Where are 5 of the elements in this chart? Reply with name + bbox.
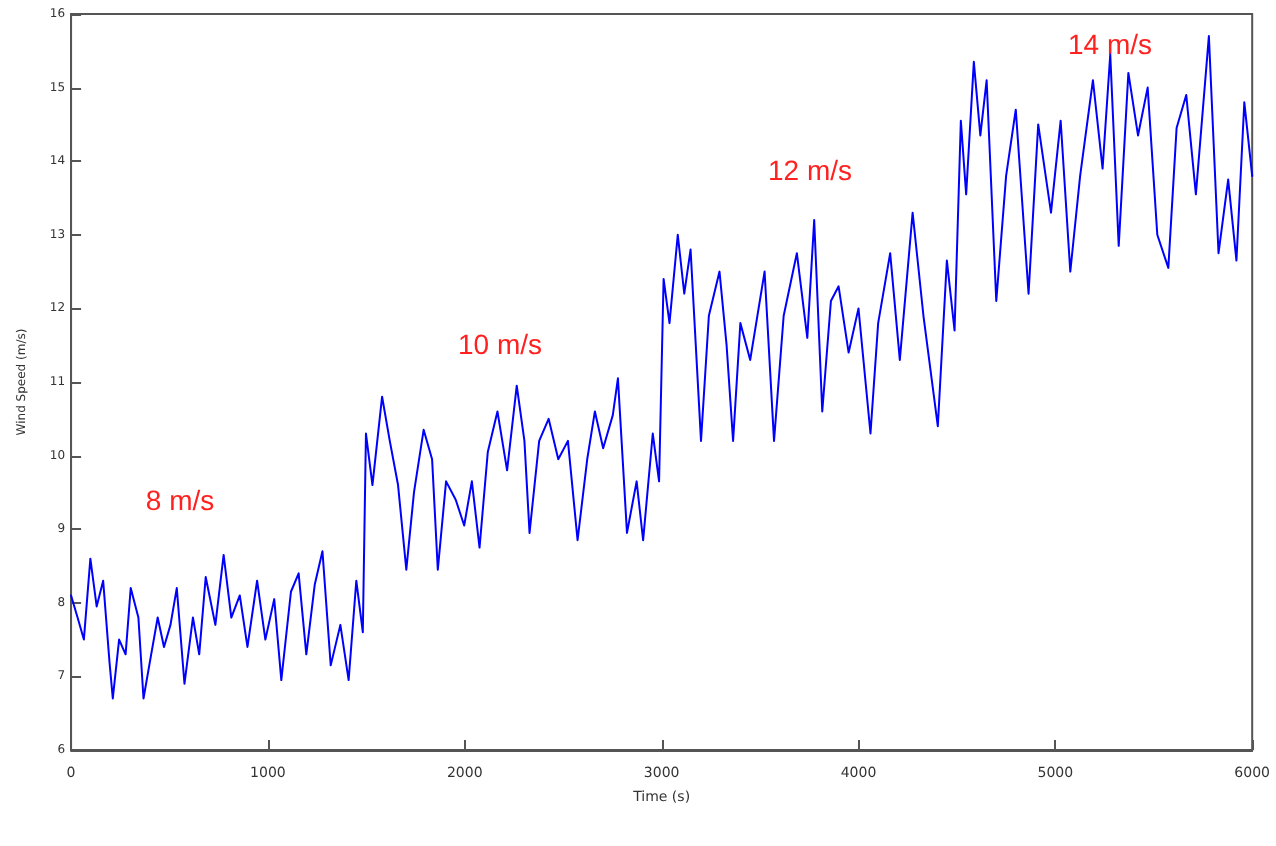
annotation: 12 m/s [767,154,853,186]
annotation: 10 m/s [457,328,543,360]
annotation: 8 m/s [145,484,215,516]
line-series [70,35,1254,700]
annotation: 14 m/s [1067,28,1153,60]
